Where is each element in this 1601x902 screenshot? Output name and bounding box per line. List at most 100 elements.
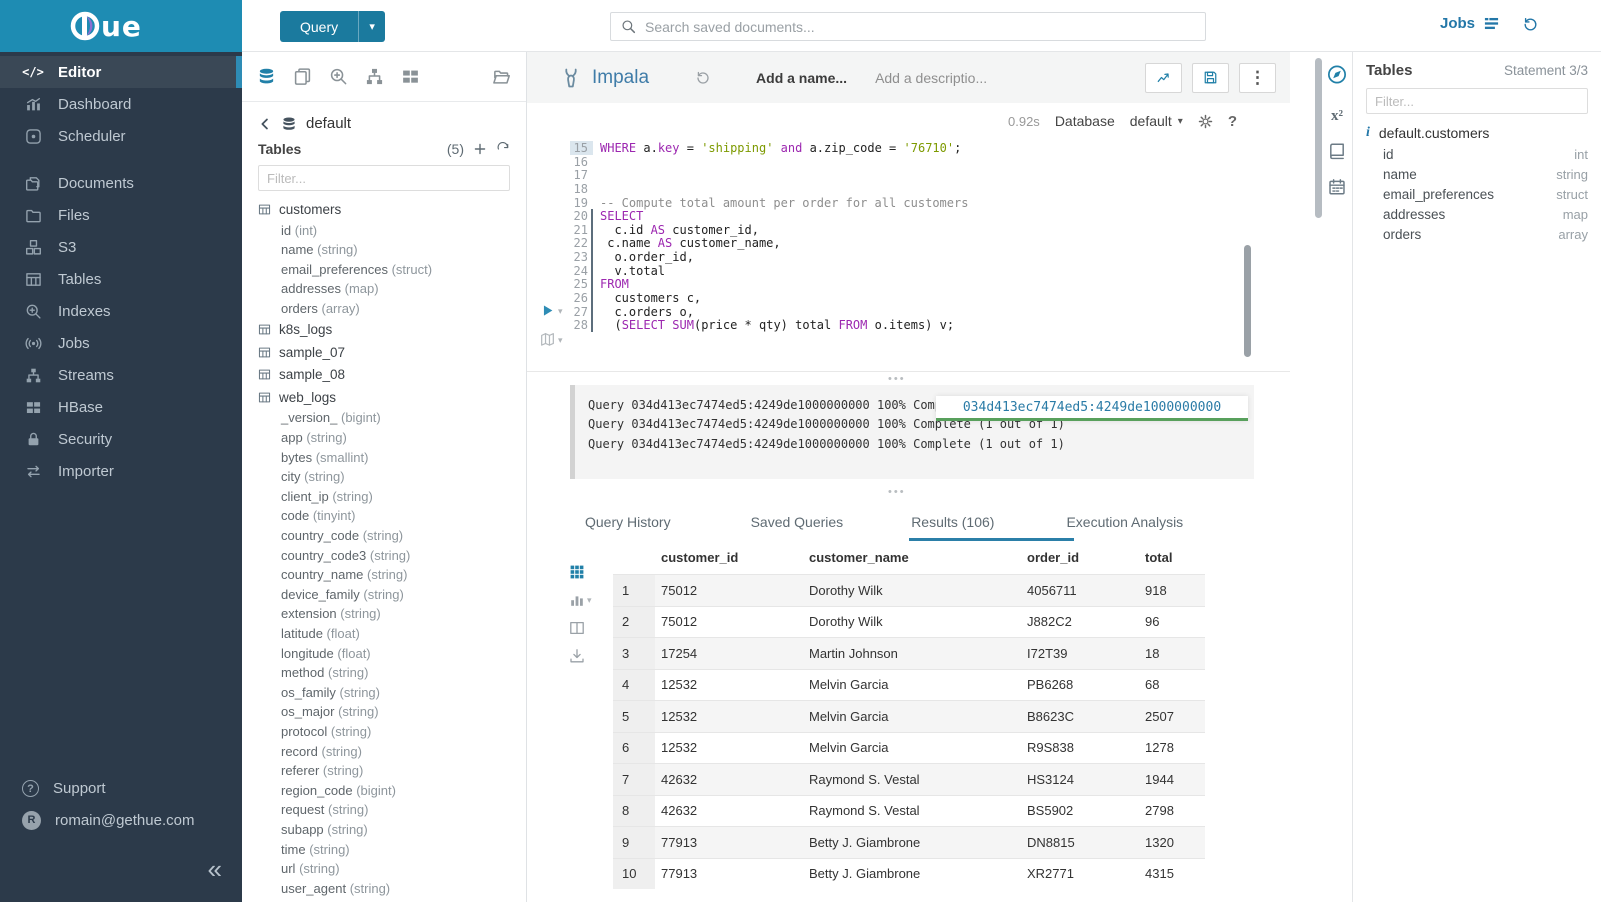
tables-filter-input[interactable]: [258, 165, 510, 191]
tree-column[interactable]: name (string): [258, 240, 526, 260]
code-line-19[interactable]: 19 -- Compute total amount per order for …: [570, 196, 969, 210]
tree-column[interactable]: method (string): [258, 663, 526, 683]
main-scrollbar[interactable]: [1315, 58, 1322, 218]
info-icon[interactable]: i: [1366, 125, 1370, 140]
table-row[interactable]: 7 42632 Raymond S. Vestal HS3124 1944: [613, 763, 1205, 795]
query-id-link[interactable]: 034d413ec7474ed5:4249de1000000000: [936, 396, 1248, 421]
chevron-left-icon[interactable]: [258, 117, 272, 131]
sidebar-item-indexes[interactable]: Indexes: [0, 295, 242, 327]
tree-column[interactable]: device_family (string): [258, 585, 526, 605]
tree-column[interactable]: extension (string): [258, 604, 526, 624]
columns-view-icon[interactable]: [569, 620, 599, 636]
tree-column[interactable]: url (string): [258, 859, 526, 879]
code-line-17[interactable]: 17: [570, 168, 968, 182]
right-column-id[interactable]: id int: [1366, 144, 1588, 164]
code-line-27[interactable]: 27 c.orders o,: [570, 304, 968, 319]
collapse-sidebar-button[interactable]: «: [208, 856, 222, 882]
grid-view-icon[interactable]: [569, 564, 599, 580]
database-breadcrumb[interactable]: default: [258, 115, 526, 132]
tree-column[interactable]: latitude (float): [258, 624, 526, 644]
tree-column[interactable]: os_major (string): [258, 702, 526, 722]
tree-column[interactable]: code (tinyint): [258, 506, 526, 526]
chart-button[interactable]: [1145, 62, 1182, 93]
search-plus-icon[interactable]: [329, 67, 348, 86]
query-history-button[interactable]: [1522, 16, 1539, 33]
resize-handle-top[interactable]: •••: [888, 373, 906, 385]
tree-column[interactable]: id (int): [258, 221, 526, 241]
code-line-23[interactable]: 23 o.order_id,: [570, 250, 968, 264]
tree-table-k8s-logs[interactable]: k8s_logs: [258, 318, 526, 341]
undo-history-icon[interactable]: [695, 70, 711, 86]
column-header-order-id[interactable]: order_id: [1027, 549, 1080, 565]
table-row[interactable]: 10 77913 Betty J. Giambrone XR2771 4315: [613, 857, 1205, 889]
code-line-26[interactable]: 26 customers c,: [570, 291, 968, 305]
download-icon[interactable]: [569, 648, 599, 664]
sidebar-item-editor[interactable]: </> Editor: [0, 56, 242, 88]
code-line-21[interactable]: 21 c.id AS customer_id,: [570, 222, 968, 237]
database-select[interactable]: default ▾: [1130, 113, 1183, 129]
sidebar-item-jobs[interactable]: Jobs: [0, 327, 242, 359]
tree-column[interactable]: country_code (string): [258, 526, 526, 546]
tree-column[interactable]: region_code (bigint): [258, 781, 526, 801]
code-line-16[interactable]: 16: [570, 155, 968, 169]
blocks-icon[interactable]: [401, 67, 420, 86]
column-header-customer-name[interactable]: customer_name: [809, 549, 909, 565]
database-name[interactable]: default: [306, 115, 352, 132]
tree-column[interactable]: addresses (map): [258, 279, 526, 299]
table-row[interactable]: 3 17254 Martin Johnson I72T39 18: [613, 637, 1205, 669]
right-filter-input[interactable]: [1366, 88, 1588, 114]
right-column-addresses[interactable]: addresses map: [1366, 205, 1588, 225]
sidebar-item-importer[interactable]: Importer: [0, 455, 242, 487]
table-row[interactable]: 6 12532 Melvin Garcia R9S838 1278: [613, 731, 1205, 763]
tree-column[interactable]: country_name (string): [258, 565, 526, 585]
column-header-total[interactable]: total: [1145, 549, 1173, 565]
tree-column[interactable]: subapp (string): [258, 820, 526, 840]
jobs-link[interactable]: Jobs: [1440, 15, 1500, 32]
tree-column[interactable]: referer (string): [258, 761, 526, 781]
tab-execution-analysis[interactable]: Execution Analysis: [1066, 514, 1184, 530]
sidebar-item-files[interactable]: Files: [0, 199, 242, 231]
tree-column[interactable]: time (string): [258, 840, 526, 860]
active-table-name[interactable]: default.customers: [1378, 125, 1490, 141]
resize-handle-bottom[interactable]: •••: [888, 486, 906, 498]
sidebar-item-hbase[interactable]: HBase: [0, 391, 242, 423]
new-query-button[interactable]: Query ▾: [280, 11, 386, 42]
query-name-field[interactable]: Add a name...: [756, 69, 848, 86]
refresh-icon[interactable]: [496, 142, 510, 156]
tree-column[interactable]: _version_ (bigint): [258, 408, 526, 428]
right-column-email-preferences[interactable]: email_preferences struct: [1366, 184, 1588, 204]
tree-column[interactable]: client_ip (string): [258, 487, 526, 507]
tree-column[interactable]: record (string): [258, 742, 526, 762]
tree-column[interactable]: user_agent (string): [258, 879, 526, 898]
sidebar-item-s3[interactable]: S3: [0, 231, 242, 263]
execute-button[interactable]: ▾: [540, 303, 563, 318]
chart-view-icon[interactable]: ▾: [569, 592, 599, 608]
explain-map-button[interactable]: ▾: [540, 332, 563, 347]
right-column-orders[interactable]: orders array: [1366, 225, 1588, 245]
tree-column[interactable]: bytes (smallint): [258, 448, 526, 468]
code-line-25[interactable]: 25 FROM: [570, 277, 968, 291]
calendar-icon[interactable]: [1328, 178, 1346, 196]
open-folder-icon[interactable]: [492, 67, 511, 86]
table-row[interactable]: 8 42632 Raymond S. Vestal BS5902 2798: [613, 794, 1205, 826]
tree-column[interactable]: longitude (float): [258, 644, 526, 664]
sidebar-item-scheduler[interactable]: Scheduler: [0, 120, 242, 152]
code-line-28[interactable]: 28 (SELECT SUM(price * qty) total FROM o…: [570, 318, 968, 332]
tree-column[interactable]: city (string): [258, 467, 526, 487]
help-button[interactable]: ?: [1227, 112, 1237, 130]
engine-title[interactable]: Impala: [592, 66, 650, 88]
sidebar-item-user[interactable]: R romain@gethue.com: [0, 804, 242, 836]
search-input[interactable]: [645, 18, 1195, 35]
query-button-caret[interactable]: ▾: [358, 11, 385, 42]
table-row[interactable]: 2 75012 Dorothy Wilk J882C2 96: [613, 605, 1205, 637]
database-icon[interactable]: [257, 67, 276, 86]
code-line-22[interactable]: 22 c.name AS customer_name,: [570, 236, 968, 250]
code-line-15[interactable]: 15 WHERE a.key = 'shipping' and a.zip_cod…: [570, 141, 968, 155]
tree-table-sample-08[interactable]: sample_08: [258, 363, 526, 386]
tree-column[interactable]: email_preferences (struct): [258, 260, 526, 280]
sidebar-item-documents[interactable]: Documents: [0, 167, 242, 199]
query-button-label[interactable]: Query: [300, 18, 339, 35]
superscript-icon[interactable]: x²: [1331, 108, 1343, 124]
query-description-field[interactable]: Add a descriptio...: [875, 69, 988, 86]
hue-logo[interactable]: ue: [0, 0, 242, 52]
